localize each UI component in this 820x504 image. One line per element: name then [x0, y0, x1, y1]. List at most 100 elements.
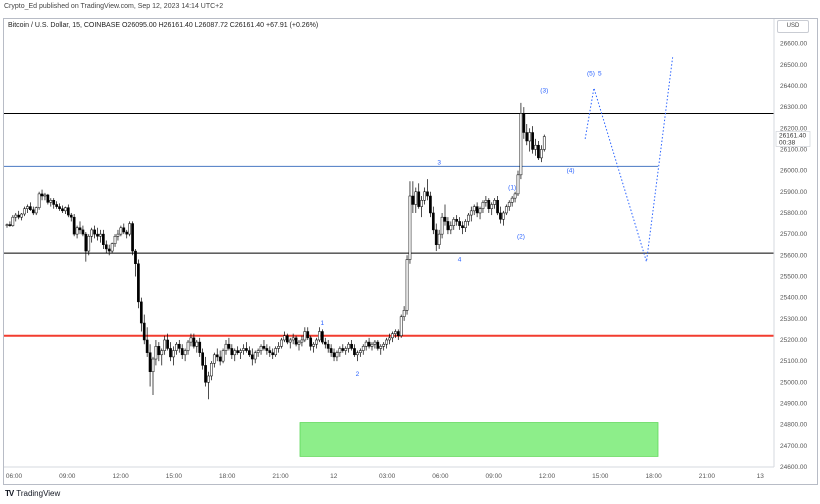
candle — [394, 329, 397, 338]
candle — [122, 223, 126, 235]
candle — [259, 344, 263, 355]
candle — [172, 346, 175, 366]
price-tick-label: 26000.00 — [780, 168, 807, 175]
time-tick-label: 18:00 — [645, 473, 662, 480]
candle — [58, 203, 61, 211]
price-tick-label: 26300.00 — [780, 104, 807, 111]
candle — [102, 229, 105, 249]
candle — [265, 344, 269, 355]
time-tick-label: 06:00 — [6, 473, 23, 480]
candle — [493, 198, 496, 209]
candle — [391, 331, 394, 343]
candle — [475, 202, 479, 218]
candle — [242, 344, 245, 355]
candle — [426, 179, 429, 201]
candle — [116, 229, 120, 241]
candle — [414, 187, 418, 213]
candle — [110, 242, 114, 254]
candle — [55, 201, 58, 209]
price-tick-label: 25800.00 — [780, 210, 807, 217]
candle — [195, 339, 199, 353]
candle — [268, 346, 272, 357]
candle — [218, 350, 222, 366]
candle — [277, 342, 280, 353]
candle — [61, 205, 64, 213]
candle — [294, 335, 298, 347]
candle — [145, 327, 149, 357]
candle — [291, 333, 295, 345]
candle — [388, 333, 391, 345]
chart-frame — [3, 18, 818, 485]
wave-label: (4) — [567, 168, 575, 175]
price-tick-label: 26500.00 — [780, 62, 807, 69]
candle — [537, 140, 540, 161]
candle — [469, 206, 473, 222]
candle — [46, 193, 50, 205]
candle — [75, 225, 79, 239]
candle — [396, 329, 400, 340]
candle — [271, 348, 275, 360]
candle — [353, 344, 356, 357]
candle — [157, 342, 161, 362]
candle — [542, 134, 546, 152]
candle — [72, 214, 76, 237]
candle — [329, 344, 333, 357]
candle — [417, 183, 421, 209]
candle — [175, 342, 178, 355]
candle — [99, 229, 102, 243]
projection-path — [584, 56, 674, 262]
candle — [96, 227, 99, 241]
candle — [189, 333, 193, 347]
candles-layer — [5, 102, 546, 400]
candle — [452, 217, 456, 230]
candle — [519, 102, 523, 180]
candle — [312, 342, 315, 353]
candle — [437, 229, 441, 249]
price-tick-label: 25300.00 — [780, 316, 807, 323]
candle — [210, 361, 213, 381]
support-zone-rect — [299, 422, 659, 457]
candle — [434, 223, 438, 252]
candle — [405, 255, 409, 315]
price-tick-label: 24600.00 — [780, 464, 807, 471]
candle — [306, 327, 310, 340]
candle — [233, 348, 237, 362]
candle — [66, 204, 70, 218]
time-tick-label: 03:00 — [379, 473, 396, 480]
candle — [29, 202, 32, 211]
candle — [245, 342, 248, 353]
candle — [93, 225, 96, 239]
candle — [364, 339, 368, 351]
candle — [338, 346, 342, 357]
candle — [160, 348, 164, 366]
candle — [510, 196, 514, 207]
price-tick-label: 25400.00 — [780, 295, 807, 302]
candle — [163, 335, 167, 355]
price-tick-label: 26100.00 — [780, 146, 807, 153]
time-tick-label: 15:00 — [166, 473, 183, 480]
currency-button[interactable]: USD — [777, 20, 809, 33]
candle — [507, 200, 511, 211]
candle — [201, 348, 204, 370]
candle — [125, 229, 129, 239]
candle — [347, 342, 350, 353]
candle — [478, 206, 482, 220]
candle — [137, 259, 140, 309]
price-tick-label: 25900.00 — [780, 189, 807, 196]
candle — [78, 221, 82, 235]
candle — [84, 232, 88, 262]
candle — [227, 337, 231, 351]
candle — [239, 348, 242, 360]
wave-label: 4 — [458, 257, 462, 264]
candle — [23, 206, 26, 217]
candle — [52, 198, 56, 209]
candle — [31, 206, 35, 216]
wave-label: (2) — [517, 233, 525, 240]
bar-countdown-label: 00:38 — [779, 139, 796, 146]
candle — [502, 210, 505, 226]
candle — [107, 244, 111, 256]
candle — [256, 348, 260, 357]
candle — [26, 204, 29, 213]
candle — [192, 333, 196, 349]
